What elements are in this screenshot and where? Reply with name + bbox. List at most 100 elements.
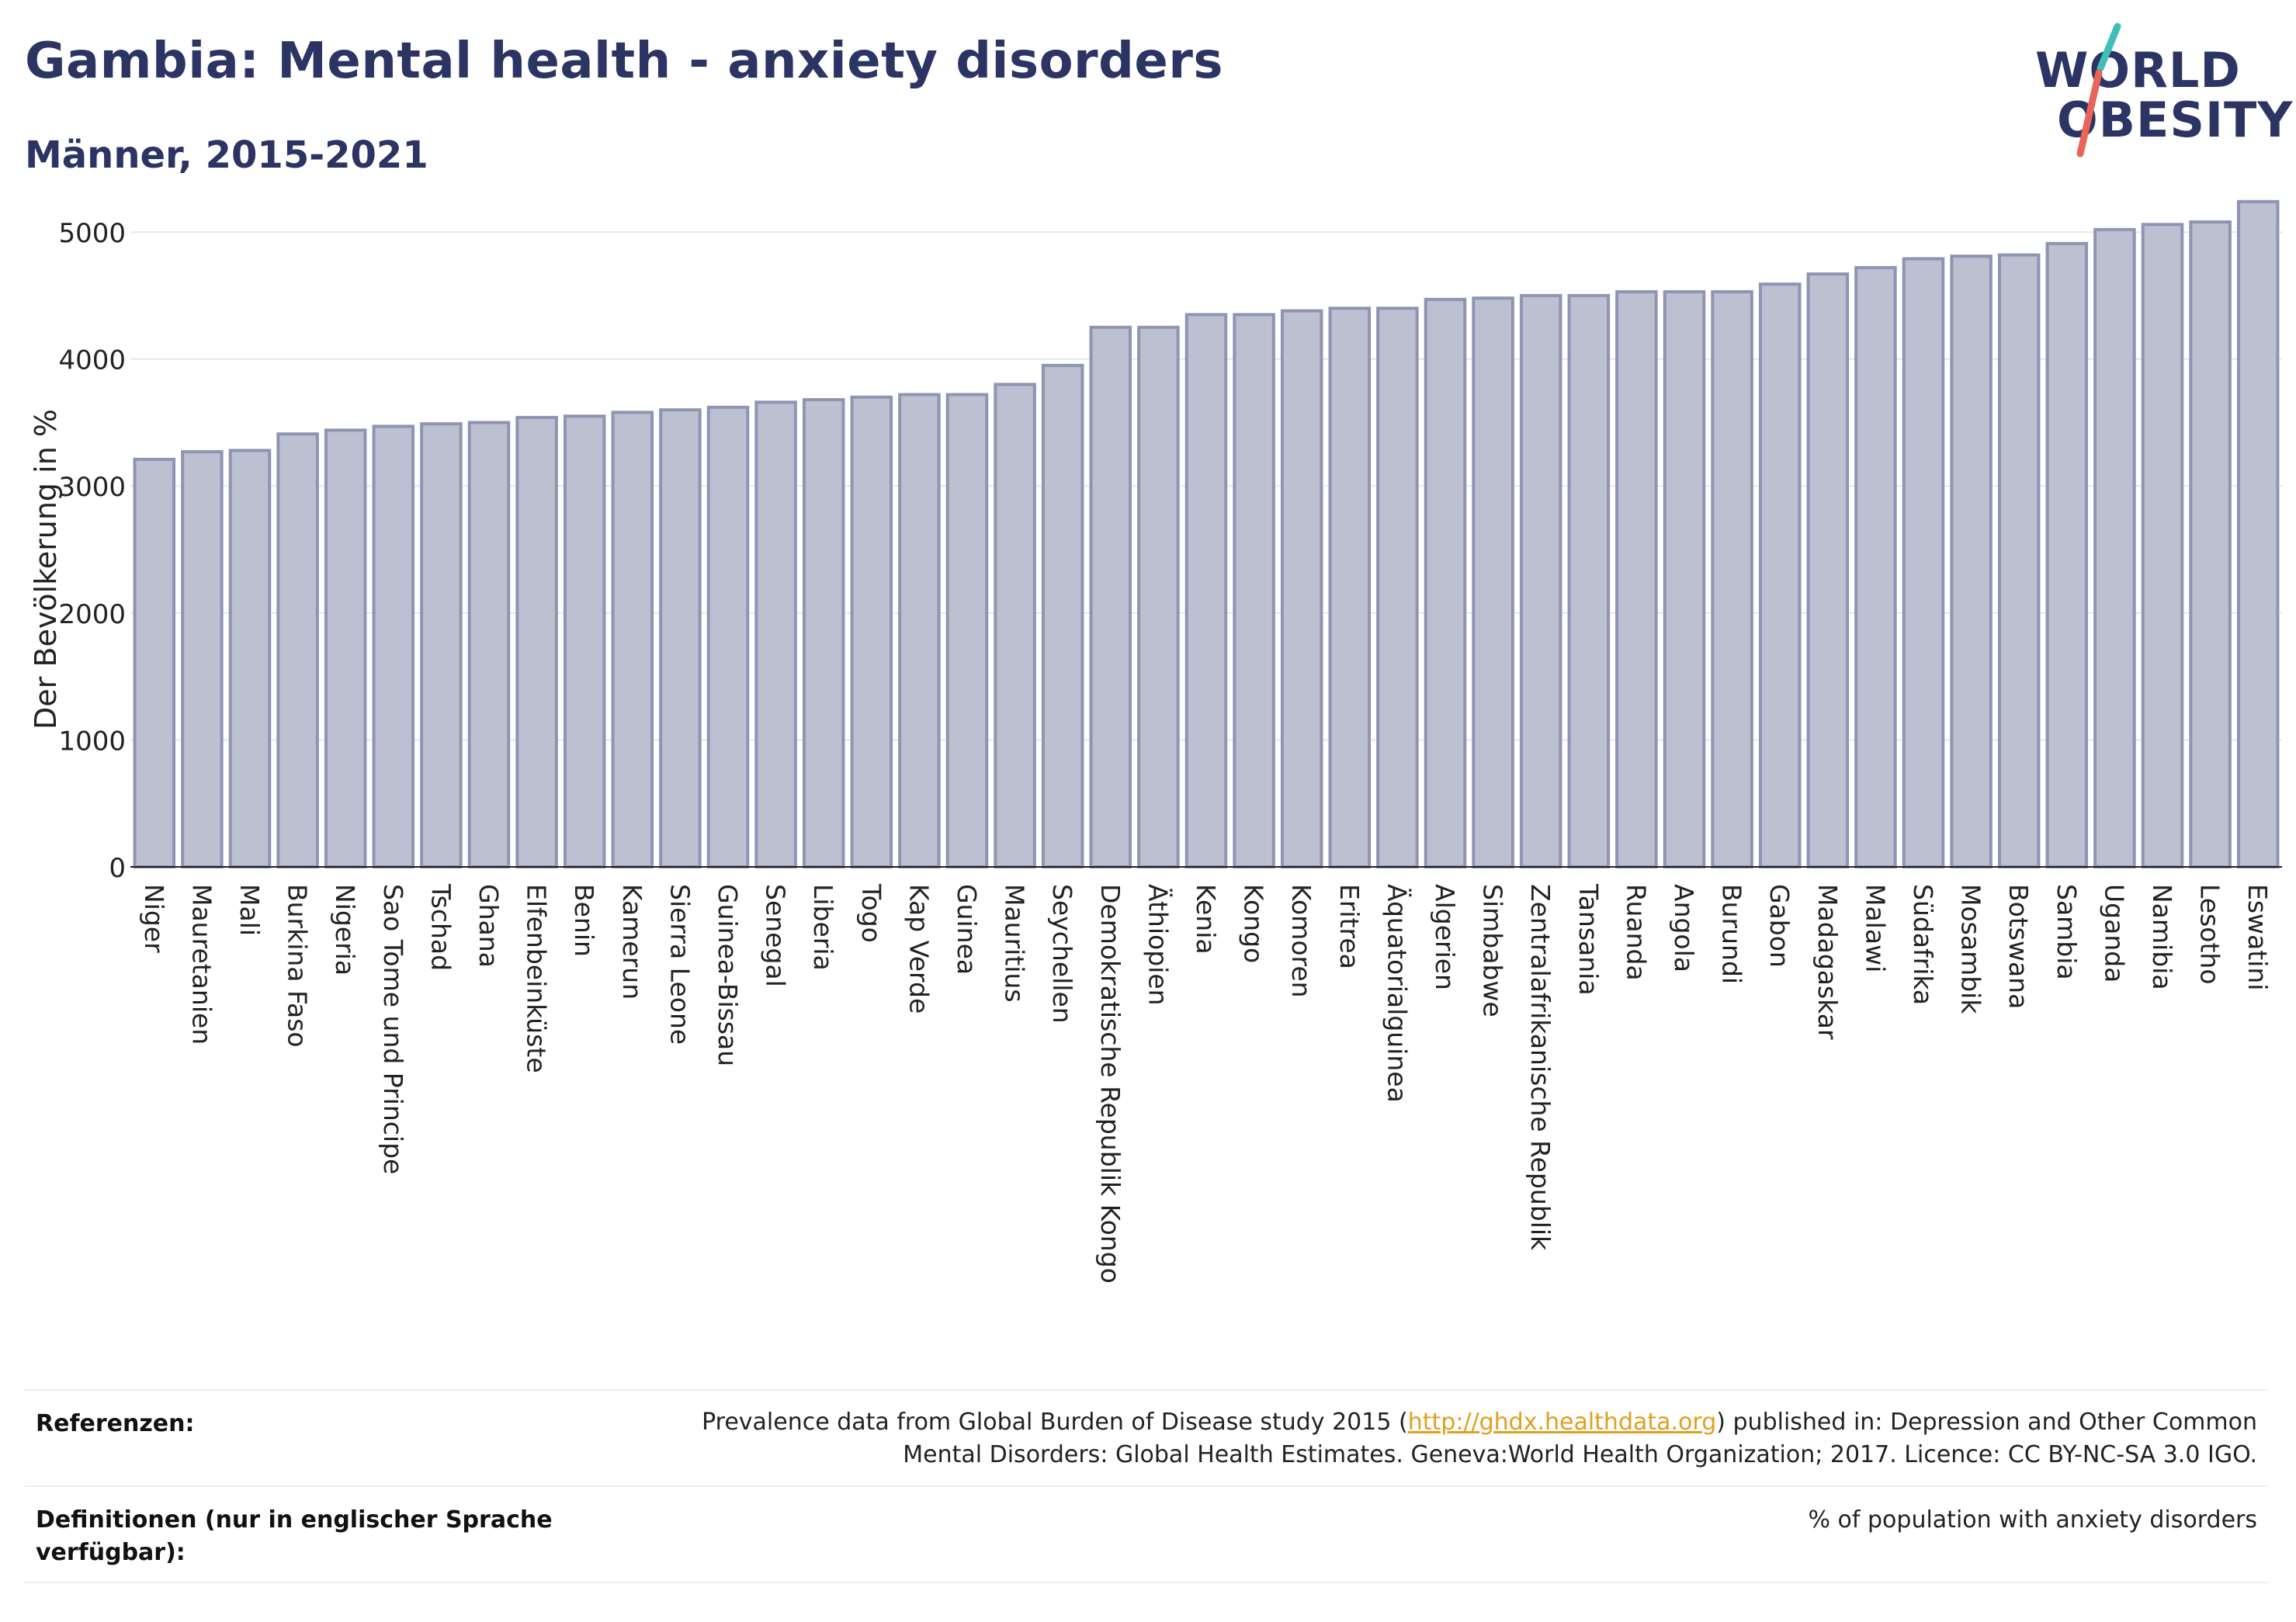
bar[interactable] (754, 400, 797, 868)
bar[interactable] (1184, 313, 1228, 869)
bar[interactable] (1663, 289, 1706, 868)
bar[interactable] (276, 432, 319, 868)
definitions-label-line2: verfügbar): (36, 1539, 186, 1566)
bar[interactable] (2141, 223, 2184, 868)
bar[interactable] (467, 421, 511, 868)
bar[interactable] (1137, 325, 1180, 868)
bar[interactable] (2045, 241, 2089, 869)
bar[interactable] (1233, 313, 1275, 869)
y-tick-label: 0 (109, 853, 126, 884)
x-axis-labels: Niger Mauretanien Mali Burkina Faso Nigeria S… (139, 883, 2273, 1284)
x-tick-label: Elfenbeinküste (522, 884, 552, 1073)
bar[interactable] (1997, 253, 2041, 868)
definitions-row: Definitionen (nur in englischer Sprache … (25, 1485, 2268, 1583)
bar[interactable] (898, 393, 941, 868)
bar[interactable] (945, 393, 989, 868)
x-tick-label: Komoren (1286, 884, 1316, 998)
x-tick-label: Kamerun (617, 884, 647, 1000)
references-label: Referenzen: (36, 1410, 195, 1437)
bar[interactable] (994, 383, 1036, 868)
bar[interactable] (1519, 293, 1562, 868)
references-line1-pre: Prevalence data from Global Burden of Di… (702, 1409, 1408, 1436)
definitions-text: % of population with anxiety disorders (1808, 1506, 2257, 1534)
x-tick-label: Algerien (1430, 884, 1460, 990)
bars (133, 199, 2280, 869)
bar[interactable] (706, 405, 750, 868)
x-tick-label: Benin (569, 884, 599, 957)
x-tick-label: Guinea (952, 884, 982, 975)
bar[interactable] (2093, 227, 2136, 868)
bar[interactable] (133, 457, 176, 868)
x-tick-label: Lesotho (2195, 884, 2225, 985)
x-tick-label: Togo (856, 883, 886, 943)
references-text: Prevalence data from Global Burden of Di… (702, 1406, 2257, 1471)
bar[interactable] (515, 415, 558, 868)
bar[interactable] (1089, 325, 1132, 868)
x-tick-label: Botswana (2003, 884, 2034, 1009)
bar[interactable] (1041, 363, 1084, 869)
definitions-label: Definitionen (nur in englischer Sprache … (36, 1504, 553, 1569)
bar[interactable] (1806, 272, 1850, 869)
bar[interactable] (850, 395, 893, 868)
x-tick-label: Liberia (808, 884, 838, 971)
page-title: Gambia: Mental health - anxiety disorder… (25, 33, 1223, 90)
bar[interactable] (563, 414, 606, 868)
bar-chart: 0 1000 2000 3000 4000 5000 Niger Mauretanien Ma… (29, 199, 2282, 1284)
bar[interactable] (611, 411, 654, 868)
bar[interactable] (1902, 257, 1945, 869)
x-tick-label: Tschad (425, 883, 456, 971)
logo-line-obesity: OBESITY (2057, 92, 2294, 148)
bar[interactable] (1950, 255, 1993, 868)
y-axis-label: Der Bevölkerung in % (29, 409, 63, 730)
world-obesity-logo[interactable]: WORLD OBESITY (2026, 22, 2292, 161)
bar[interactable] (802, 398, 845, 868)
bar[interactable] (1711, 289, 1753, 868)
x-tick-label: Sao Tome und Principe (378, 884, 408, 1174)
x-tick-label: Uganda (2099, 884, 2129, 983)
bar[interactable] (1280, 309, 1323, 868)
bar[interactable] (1424, 297, 1467, 869)
y-tick-label: 2000 (58, 599, 126, 630)
x-tick-label: Senegal (761, 884, 791, 987)
bar[interactable] (1472, 296, 1514, 868)
x-tick-label: Tansania (1573, 883, 1604, 996)
bar[interactable] (2236, 199, 2280, 868)
x-tick-label: Mauritius (1000, 884, 1030, 1003)
bar[interactable] (324, 428, 367, 868)
x-tick-label: Angola (1669, 884, 1699, 972)
x-tick-label: Namibia (2147, 884, 2177, 990)
x-tick-label: Seychellen (1047, 884, 1077, 1024)
bar[interactable] (228, 449, 272, 868)
x-tick-label: Äthiopien (1143, 884, 1173, 1006)
x-tick-label: Guinea-Bissau (713, 884, 743, 1066)
bar[interactable] (1376, 307, 1419, 868)
references-line2: Mental Disorders: Global Health Estimate… (903, 1441, 2257, 1468)
y-tick-label: 3000 (58, 472, 126, 503)
references-link[interactable]: http://ghdx.healthdata.org (1407, 1409, 1717, 1436)
x-tick-label: Kap Verde (903, 884, 934, 1014)
bar[interactable] (1615, 289, 1658, 868)
bar[interactable] (420, 422, 463, 868)
logo-slash-icon (2076, 23, 2121, 158)
x-tick-label: Simbabwe (1478, 884, 1508, 1017)
x-tick-label: Kongo (1239, 884, 1269, 963)
x-tick-label: Mali (234, 884, 265, 936)
y-tick-label: 5000 (58, 218, 126, 249)
x-tick-label: Gabon (1764, 884, 1795, 968)
x-tick-label: Kenia (1191, 884, 1221, 955)
definitions-label-line1: Definitionen (nur in englischer Sprache (36, 1506, 553, 1534)
bar[interactable] (1567, 293, 1611, 868)
bar[interactable] (1854, 265, 1897, 868)
bar[interactable] (659, 408, 702, 868)
x-tick-label: Mauretanien (186, 884, 217, 1045)
x-tick-label: Niger (139, 884, 169, 953)
x-tick-label: Madagaskar (1812, 884, 1843, 1040)
bar[interactable] (372, 425, 415, 868)
y-axis-ticks: 0 1000 2000 3000 4000 5000 (58, 218, 126, 884)
x-tick-label: Burkina Faso (283, 884, 313, 1048)
x-tick-label: Eritrea (1334, 884, 1365, 969)
bar[interactable] (2189, 220, 2232, 868)
bar[interactable] (181, 450, 224, 868)
bar[interactable] (1758, 282, 1802, 869)
bar[interactable] (1328, 307, 1372, 868)
